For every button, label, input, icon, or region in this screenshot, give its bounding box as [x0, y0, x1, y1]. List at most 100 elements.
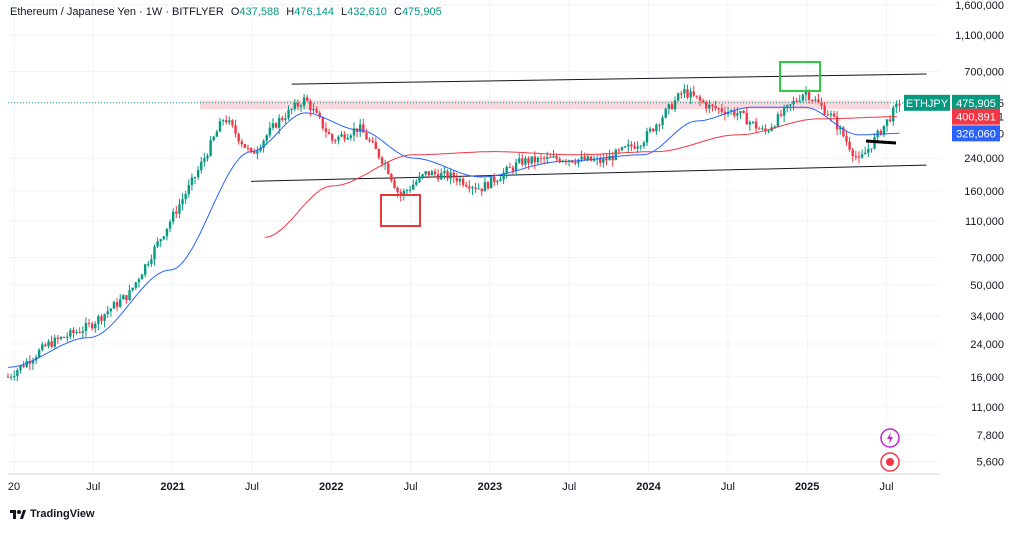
candle-body	[708, 104, 711, 109]
candle-body	[514, 162, 518, 171]
candle-body	[854, 156, 858, 158]
candle-body	[670, 104, 674, 110]
candle-body	[779, 114, 783, 116]
candle	[835, 110, 839, 136]
candle	[268, 121, 272, 138]
candle-body	[6, 376, 10, 378]
candle-body	[857, 156, 861, 158]
candle-body	[536, 157, 540, 163]
candle-body	[31, 360, 35, 364]
candle-body	[555, 156, 558, 159]
symbol-title: Ethereum / Japanese Yen · 1W · BITFLYER	[10, 6, 224, 18]
candle-body	[433, 171, 437, 175]
candle-body	[153, 246, 156, 260]
y-tick-label: 700,000	[964, 67, 1004, 79]
candle-body	[848, 141, 851, 150]
candle-body	[259, 147, 262, 151]
candle-body	[789, 104, 792, 106]
candle	[436, 169, 440, 183]
candle-body	[539, 157, 543, 159]
candle	[623, 145, 627, 148]
candle-body	[119, 299, 122, 307]
candle-body	[430, 171, 434, 176]
candle-body	[359, 124, 362, 132]
candle	[751, 121, 755, 125]
candle-body	[599, 158, 602, 163]
candle	[393, 178, 396, 189]
candle-body	[13, 375, 16, 377]
candle	[47, 339, 50, 349]
open-label: O	[230, 6, 240, 18]
candle-body	[493, 176, 496, 183]
candle	[686, 84, 689, 100]
candle	[845, 130, 848, 146]
x-tick-label: Jul	[879, 481, 893, 493]
candle	[761, 125, 764, 131]
x-tick-label: Jul	[721, 481, 735, 493]
candle-body	[860, 154, 864, 158]
candle-body	[302, 97, 306, 106]
candle	[327, 128, 331, 135]
y-tick-label: 11,000	[971, 402, 1004, 414]
candle-body	[393, 180, 396, 188]
candle-body	[623, 146, 627, 148]
candle-body	[577, 159, 580, 164]
candle-body	[879, 130, 882, 135]
candle	[330, 133, 334, 144]
candle	[483, 177, 487, 192]
candle-body	[271, 123, 275, 128]
candle-body	[461, 178, 465, 185]
candle	[599, 154, 602, 167]
candle-body	[602, 158, 605, 163]
candle	[228, 116, 231, 125]
y-tick-label: 1,600,000	[955, 0, 1004, 12]
candle	[801, 93, 805, 103]
candle-body	[776, 114, 780, 127]
candle	[511, 165, 515, 175]
candle-body	[486, 182, 490, 189]
candle	[37, 348, 41, 359]
tradingview-brand[interactable]: TradingView	[10, 508, 95, 520]
candle	[231, 119, 234, 128]
candle	[670, 101, 674, 110]
candle	[517, 152, 521, 164]
candle	[717, 107, 720, 115]
high-highlight-box	[779, 61, 821, 92]
candle-body	[134, 282, 137, 288]
candle-body	[761, 128, 764, 130]
price-tag-name: ETHJPY	[906, 98, 949, 110]
lightning-icon[interactable]	[880, 428, 900, 448]
record-icon[interactable]	[880, 452, 900, 472]
candle-body	[630, 144, 633, 147]
candle	[78, 327, 81, 334]
candle-body	[262, 140, 265, 148]
y-tick-label: 5,600	[976, 457, 1004, 469]
candle-body	[78, 332, 81, 334]
candle-body	[94, 323, 97, 329]
candle-body	[748, 122, 752, 125]
candle-body	[352, 128, 356, 136]
candle-body	[474, 187, 477, 189]
candle	[477, 183, 480, 190]
candle-body	[200, 161, 203, 171]
candle-body	[16, 370, 19, 376]
candle	[614, 148, 618, 161]
candle	[383, 160, 387, 171]
candle	[190, 173, 194, 191]
candle	[97, 314, 100, 331]
candle	[293, 99, 296, 112]
candle	[125, 295, 128, 304]
candle	[539, 154, 543, 164]
low-value: 432,610	[347, 6, 387, 18]
candle	[627, 139, 630, 152]
candle-body	[767, 130, 770, 132]
candle-body	[795, 101, 798, 103]
candle-body	[349, 135, 353, 138]
candle	[274, 121, 278, 129]
x-tick-label: Jul	[562, 481, 576, 493]
candle	[898, 99, 901, 112]
candle-body	[377, 148, 381, 158]
candle-body	[549, 156, 552, 158]
